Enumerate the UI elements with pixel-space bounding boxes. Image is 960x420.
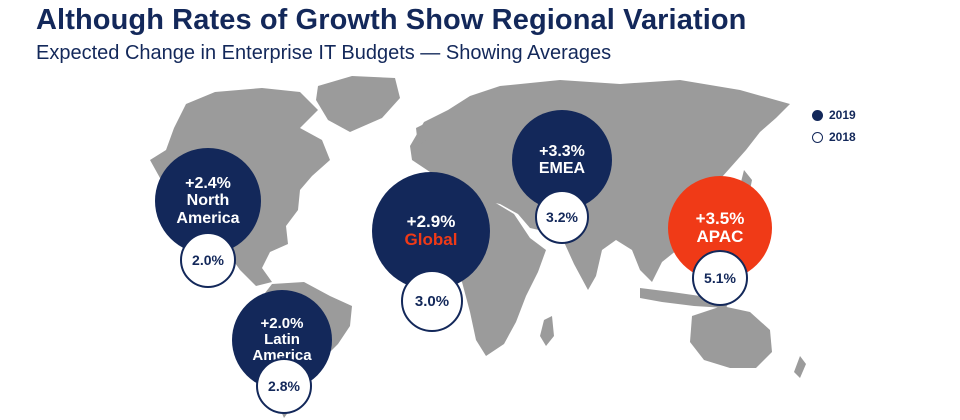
value-2018-apac: 5.1%	[704, 270, 736, 286]
legend-item-2019: 2019	[812, 104, 856, 126]
legend: 2019 2018	[812, 104, 856, 148]
legend-label-2018: 2018	[829, 130, 856, 144]
madagascar-shape	[540, 316, 554, 346]
bubble-2018-apac: 5.1%	[692, 250, 748, 306]
uk-shape	[416, 124, 426, 146]
chart-subtitle: Expected Change in Enterprise IT Budgets…	[36, 42, 612, 64]
legend-swatch-2019	[812, 109, 823, 121]
bubble-2018-latin-america: 2.8%	[256, 358, 312, 414]
region-label-latin-america-1: Latin	[264, 330, 300, 348]
region-label-global: Global	[404, 230, 458, 249]
new-zealand-shape	[794, 356, 806, 378]
bubble-2018-emea: 3.2%	[535, 190, 589, 244]
region-label-apac: APAC	[696, 227, 744, 246]
value-2018-emea: 3.2%	[546, 209, 578, 225]
region-label-north-america-2: America	[176, 209, 240, 227]
value-2019-north-america: +2.4%	[185, 175, 231, 193]
chart-title: Although Rates of Growth Show Regional V…	[36, 4, 747, 36]
region-label-north-america-1: North	[186, 192, 230, 210]
greenland-shape	[316, 76, 400, 132]
bubble-2018-global: 3.0%	[401, 270, 463, 332]
australia-shape	[690, 306, 772, 368]
legend-item-2018: 2018	[812, 126, 856, 148]
legend-swatch-2018	[812, 131, 823, 143]
value-2018-latin-america: 2.8%	[268, 378, 300, 394]
legend-label-2019: 2019	[829, 108, 856, 122]
value-2019-emea: +3.3%	[539, 142, 585, 160]
region-label-emea: EMEA	[538, 160, 586, 177]
bubble-2019-latin-america: +2.0% Latin America	[232, 290, 332, 390]
value-2018-global: 3.0%	[414, 292, 450, 310]
value-2019-global: +2.9%	[406, 211, 456, 231]
value-2019-latin-america: +2.0%	[260, 314, 304, 332]
value-2018-north-america: 2.0%	[192, 252, 224, 268]
region-label-latin-america-2: America	[252, 347, 312, 365]
bubble-2018-north-america: 2.0%	[180, 232, 236, 288]
value-2019-apac: +3.5%	[695, 208, 745, 228]
